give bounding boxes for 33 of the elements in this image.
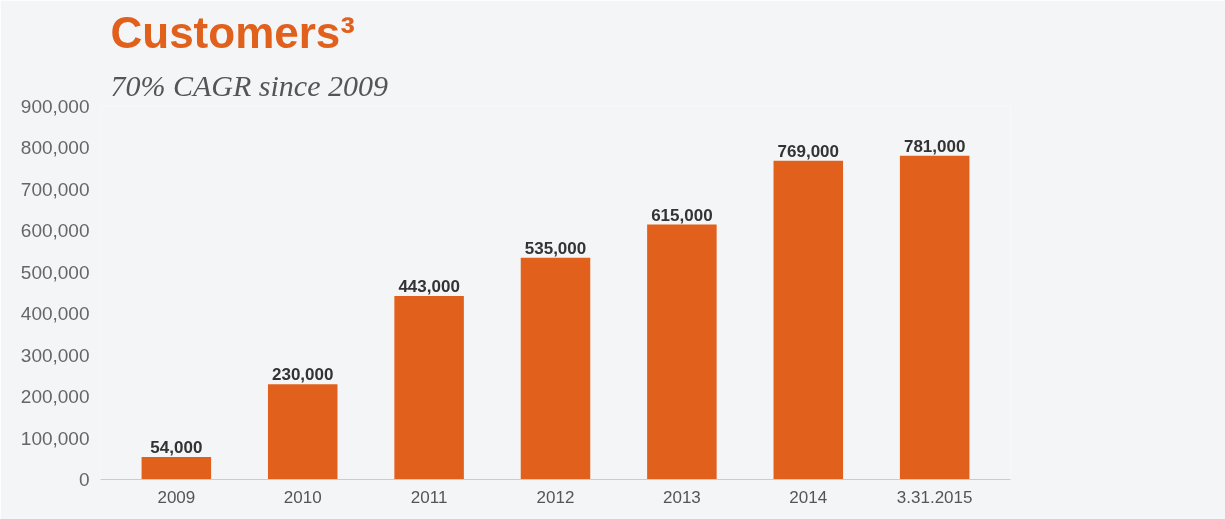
- bar: [267, 384, 338, 480]
- x-tick-label: 2013: [662, 487, 701, 507]
- y-tick-label: 400,000: [20, 303, 90, 325]
- data-label: 781,000: [903, 136, 966, 156]
- data-label: 769,000: [777, 141, 840, 161]
- data-label: 54,000: [150, 438, 203, 458]
- bar: [773, 160, 844, 480]
- bar: [520, 257, 591, 480]
- y-tick-label: 500,000: [20, 261, 90, 283]
- y-tick-label: 700,000: [20, 178, 90, 200]
- x-tick-label: 2011: [410, 487, 448, 507]
- data-label: 615,000: [651, 205, 713, 225]
- y-tick-label: 900,000: [20, 96, 90, 117]
- data-label: 535,000: [524, 238, 587, 258]
- y-tick-label: 0: [78, 469, 90, 490]
- y-tick-label: 300,000: [20, 344, 90, 366]
- y-tick-label: 200,000: [20, 386, 90, 408]
- data-label: 443,000: [398, 276, 460, 296]
- chart-subtitle: 70% CAGR since 2009: [110, 68, 388, 102]
- y-tick-label: 100,000: [20, 427, 90, 449]
- x-tick-label: 2010: [283, 487, 322, 507]
- chart-title: Customers³: [110, 7, 355, 57]
- y-tick-label: 800,000: [20, 137, 90, 159]
- bar: [647, 224, 717, 480]
- x-tick-label: 2012: [536, 487, 575, 507]
- bar: [394, 295, 464, 480]
- x-tick-label: 3.31.2015: [896, 487, 973, 507]
- bar: [899, 155, 970, 480]
- x-tick-label: 2009: [157, 487, 196, 507]
- x-tick-label: 2014: [789, 487, 828, 507]
- data-label: 230,000: [272, 365, 334, 385]
- bar: [141, 457, 212, 480]
- y-tick-label: 600,000: [20, 220, 90, 242]
